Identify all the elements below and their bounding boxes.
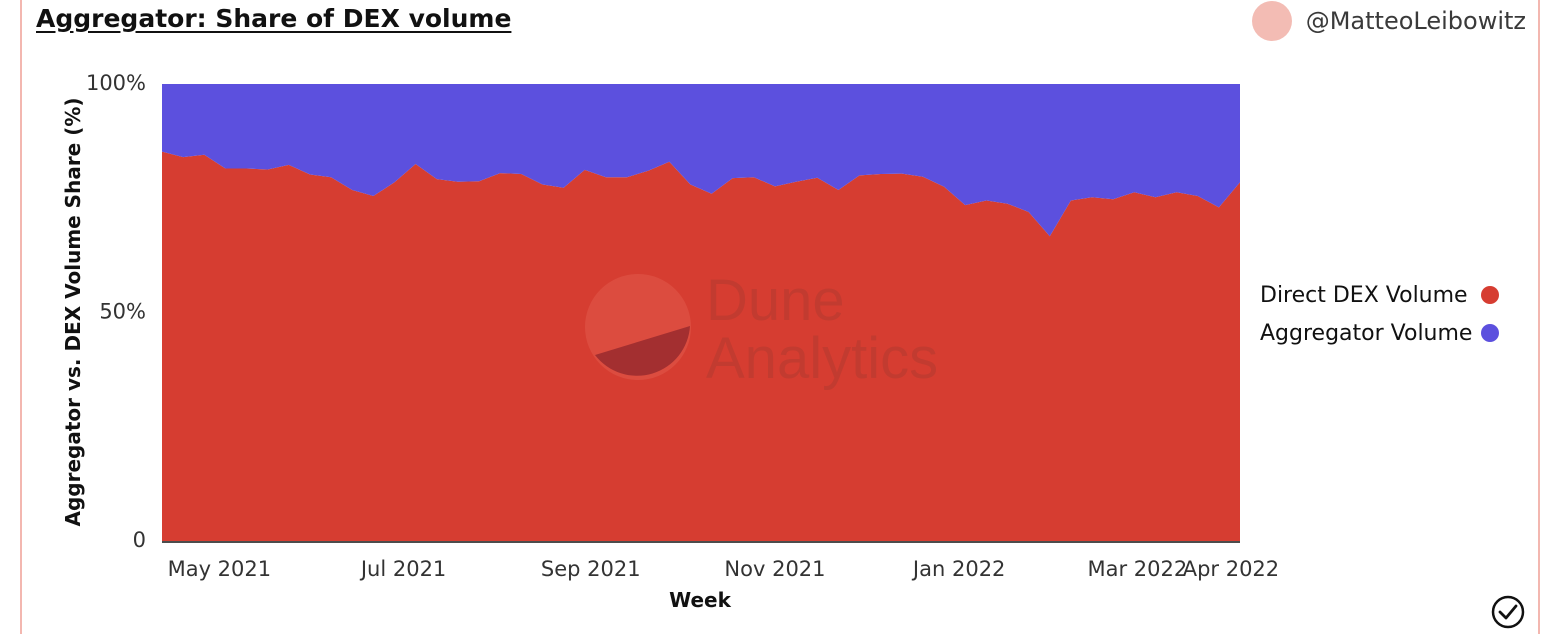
x-tick-label: Jul 2021 [359,557,446,581]
dune-watermark: Dune Analytics [585,268,938,391]
legend-label: Aggregator Volume [1260,321,1472,346]
author-block[interactable]: @MatteoLeibowitz [1251,0,1526,42]
y-tick-label: 100% [86,71,146,95]
x-tick-label: Jan 2022 [911,557,1006,581]
x-tick-label: Sep 2021 [541,557,641,581]
y-tick-label: 0 [133,528,146,552]
legend-item[interactable]: Aggregator Volume [1260,321,1499,346]
y-axis-label: Aggregator vs. DEX Volume Share (%) [61,97,85,526]
legend-label: Direct DEX Volume [1260,283,1468,308]
x-tick-label: Nov 2021 [724,557,825,581]
x-tick-label: Apr 2022 [1183,557,1279,581]
watermark-line1: Dune [706,268,845,333]
x-tick-label: May 2021 [168,557,272,581]
watermark-line2: Analytics [706,326,938,391]
author-name[interactable]: @MatteoLeibowitz [1305,7,1526,35]
card-border-right [1538,0,1540,634]
avatar[interactable] [1251,1,1292,41]
check-circle-icon[interactable] [1490,594,1526,630]
legend-swatch [1481,286,1499,304]
x-axis-label: Week [669,588,731,612]
card-border-left [20,0,22,634]
chart-title[interactable]: Aggregator: Share of DEX volume [36,4,512,33]
dune-logo-wedge-icon [595,326,690,376]
legend-item[interactable]: Direct DEX Volume [1260,283,1499,308]
legend-swatch [1481,324,1499,342]
area-series-direct-dex[interactable] [162,151,1240,541]
y-tick-label: 50% [99,300,146,324]
area-series-aggregator[interactable] [162,84,1240,237]
x-tick-label: Mar 2022 [1087,557,1187,581]
